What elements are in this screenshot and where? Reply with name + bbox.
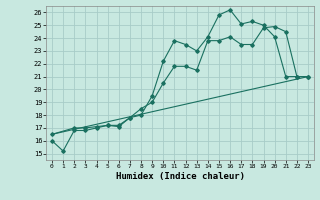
X-axis label: Humidex (Indice chaleur): Humidex (Indice chaleur) [116, 172, 244, 181]
